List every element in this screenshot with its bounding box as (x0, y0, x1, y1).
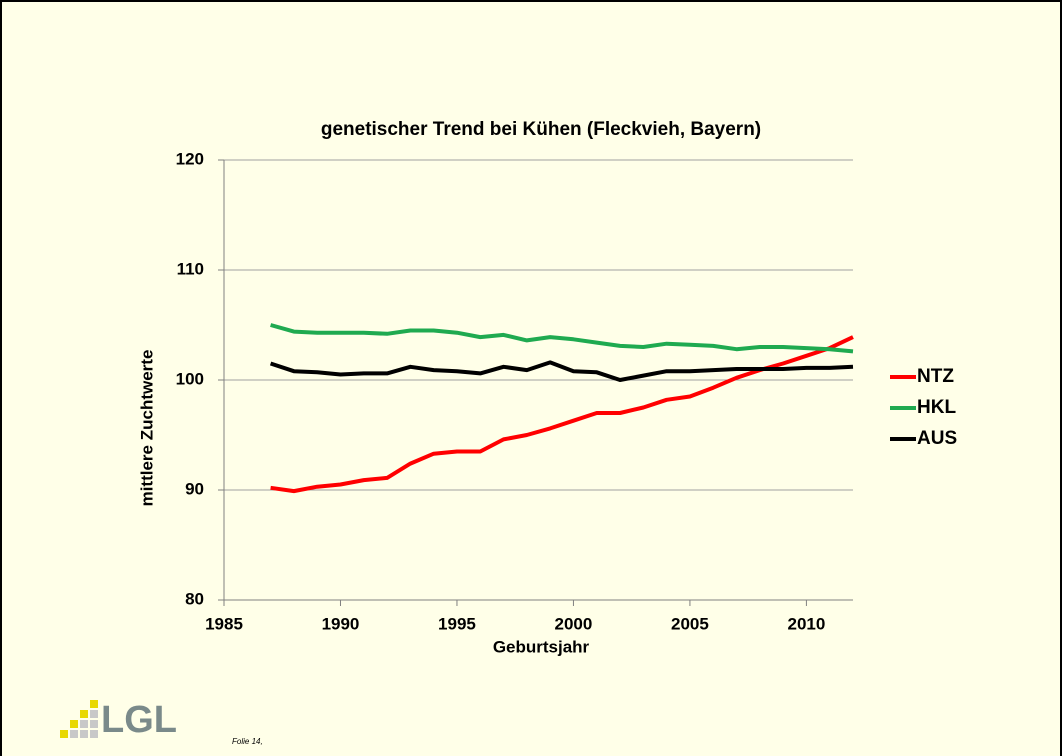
logo-square (90, 700, 98, 708)
logo-square (90, 730, 98, 738)
logo-text: LGL (101, 699, 177, 741)
y-tick-label: 120 (176, 149, 204, 168)
y-tick-label: 80 (185, 589, 204, 608)
x-tick-label: 2010 (787, 614, 825, 633)
logo-square (90, 710, 98, 718)
logo-square (90, 720, 98, 728)
legend-label: AUS (917, 428, 957, 449)
legend-label: HKL (917, 397, 956, 418)
series-line (270, 323, 854, 354)
series-line (270, 335, 854, 494)
logo-square (70, 730, 78, 738)
logo: LGL (60, 699, 177, 741)
series-line (269, 360, 854, 382)
x-axis-label: Geburtsjahr (493, 637, 590, 656)
y-tick-label: 90 (185, 479, 204, 498)
x-tick-label: 1990 (322, 614, 360, 633)
logo-square (80, 720, 88, 728)
y-tick-label: 110 (177, 259, 204, 278)
x-tick-label: 2005 (671, 614, 709, 633)
logo-square (80, 710, 88, 718)
legend-label: NTZ (917, 366, 954, 387)
x-tick-label: 2000 (555, 614, 593, 633)
y-axis-label: mittlere Zuchtwerte (137, 350, 156, 507)
logo-square (60, 730, 68, 738)
chart-title: genetischer Trend bei Kühen (Fleckvieh, … (321, 119, 761, 140)
slide-number: Folie 14, (232, 737, 263, 746)
x-tick-label: 1995 (438, 614, 476, 633)
x-tick-label: 1985 (205, 614, 243, 633)
logo-square (70, 720, 78, 728)
logo-square (80, 730, 88, 738)
y-tick-label: 100 (176, 369, 204, 388)
